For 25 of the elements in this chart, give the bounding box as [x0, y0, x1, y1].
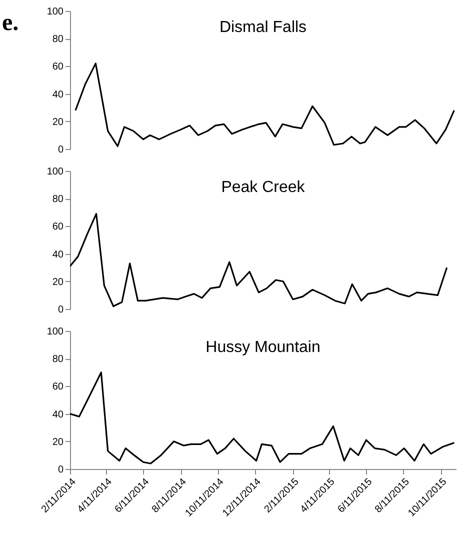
- y-tick-label: 80: [52, 34, 64, 46]
- line-series: [74, 62, 455, 148]
- y-tick-label: 60: [52, 382, 64, 393]
- y-tick-label: 20: [52, 436, 64, 448]
- line-series: [70, 212, 448, 308]
- y-tick-label: 60: [52, 62, 64, 73]
- chart-title: Peak Creek: [221, 179, 306, 196]
- y-tick-label: 80: [52, 354, 64, 366]
- y-tick-label: 40: [52, 409, 64, 420]
- y-tick-label: 100: [46, 166, 64, 178]
- y-tick-label: 100: [46, 326, 64, 338]
- y-tick-label: 20: [52, 116, 64, 128]
- y-tick-label: 0: [58, 144, 64, 156]
- y-tick-label: 0: [58, 304, 64, 316]
- chart-title: Dismal Falls: [219, 19, 307, 36]
- y-tick-label: 40: [52, 249, 64, 260]
- y-tick-label: 60: [52, 222, 64, 233]
- line-series: [70, 372, 455, 464]
- y-tick-label: 0: [58, 464, 64, 476]
- y-tick-label: 100: [46, 6, 64, 18]
- text: e.: [2, 10, 19, 36]
- chart-title: Hussy Mountain: [206, 339, 320, 356]
- y-tick-label: 40: [52, 89, 64, 100]
- y-tick-label: 20: [52, 276, 64, 288]
- y-tick-label: 80: [52, 194, 64, 206]
